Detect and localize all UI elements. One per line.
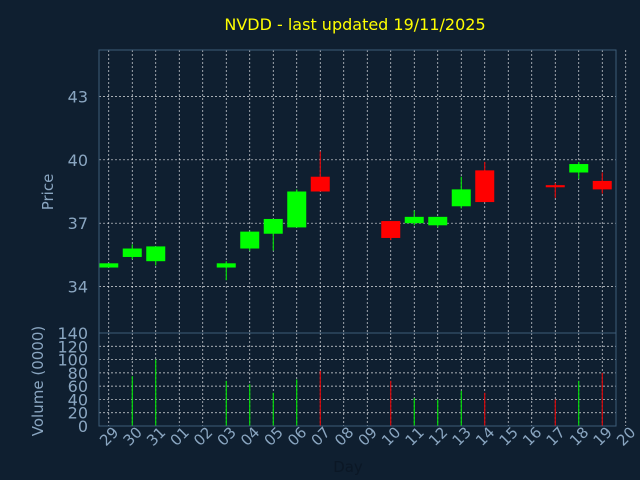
price-tick-label: 40 — [68, 151, 88, 170]
price-axis-label: Price — [39, 174, 57, 211]
candle-body — [240, 231, 260, 249]
volume-tick-label: 40 — [68, 390, 88, 409]
candle-body — [545, 185, 565, 188]
candle-body — [592, 180, 612, 190]
candle-body — [428, 216, 448, 226]
volume-tick-label: 140 — [57, 324, 88, 343]
price-tick-label: 37 — [68, 214, 88, 233]
candle-body — [263, 218, 283, 234]
candle-body — [287, 191, 307, 228]
candle-body — [146, 246, 166, 262]
candle-body — [310, 176, 330, 192]
volume-tick-label: 20 — [68, 404, 88, 423]
candle-body — [99, 263, 119, 268]
volume-tick-label: 60 — [68, 377, 88, 396]
x-axis-label: Day — [333, 458, 363, 476]
candle-body — [569, 164, 589, 173]
chart-title: NVDD - last updated 19/11/2025 — [224, 15, 485, 34]
candle-body — [381, 221, 401, 238]
marks-layer — [99, 151, 612, 426]
candle-body — [475, 170, 495, 203]
candle-body — [122, 248, 142, 257]
frame-layer — [98, 49, 617, 427]
volume-tick-label: 120 — [57, 337, 88, 356]
volume-tick-label: 80 — [68, 364, 88, 383]
price-tick-label: 34 — [68, 278, 88, 297]
candle-body — [216, 263, 236, 268]
volume-tick-label: 0 — [78, 417, 88, 436]
candle-body — [404, 216, 424, 224]
volume-panel-frame — [98, 332, 617, 427]
candle-body — [451, 189, 471, 207]
volume-tick-label: 100 — [57, 351, 88, 370]
price-tick-label: 43 — [68, 87, 88, 106]
volume-axis-label: Volume (0000) — [29, 326, 47, 436]
